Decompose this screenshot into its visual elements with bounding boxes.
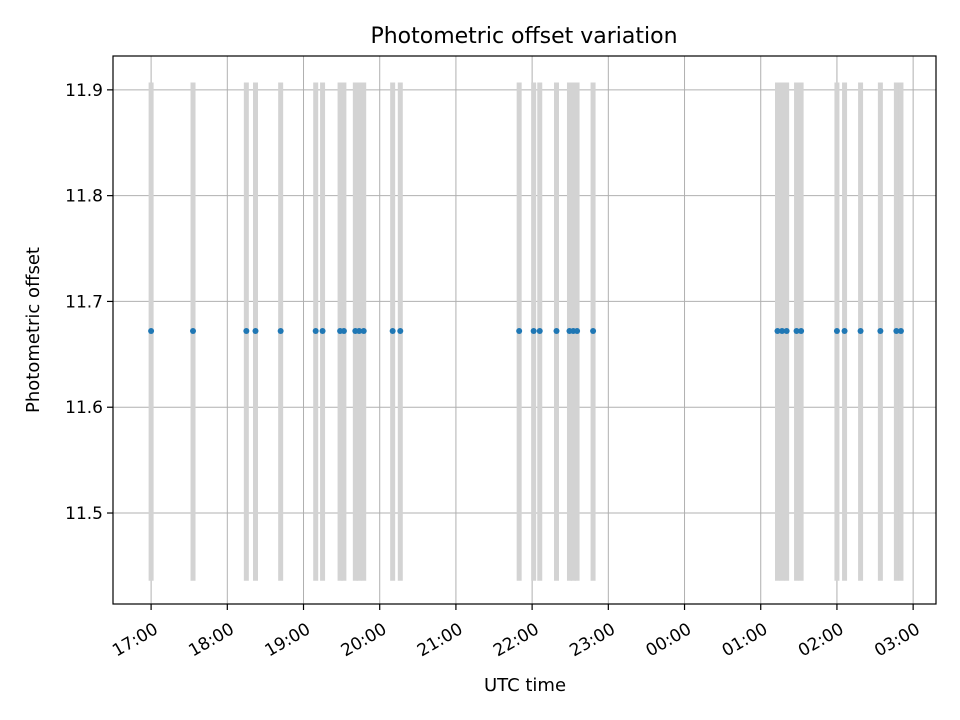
data-point: [389, 328, 396, 335]
data-point: [148, 328, 155, 335]
x-tick-label: 02:00: [795, 619, 847, 661]
x-tick-label: 03:00: [871, 619, 923, 661]
x-tick-label: 20:00: [338, 619, 390, 661]
data-point: [798, 328, 805, 335]
y-axis-ticks: 11.5 11.6 11.7 11.8 11.9: [65, 81, 113, 524]
data-point: [340, 328, 347, 335]
data-point: [877, 328, 884, 335]
x-tick-label: 21:00: [414, 619, 466, 661]
data-point: [857, 328, 864, 335]
data-point: [360, 328, 367, 335]
plot-frame: [112, 55, 937, 605]
data-point: [833, 328, 840, 335]
data-point: [897, 328, 904, 335]
data-point: [397, 328, 404, 335]
data-point: [841, 328, 848, 335]
data-point: [783, 328, 790, 335]
data-point: [516, 328, 523, 335]
x-tick-label: 22:00: [490, 619, 542, 661]
data-point: [779, 328, 786, 335]
x-tick-label: 00:00: [643, 619, 695, 661]
data-point: [319, 328, 326, 335]
data-point: [774, 328, 781, 335]
x-axis-ticks: 17:00 18:00 19:00 20:00 21:00 22:00 23:00 00:00…: [109, 604, 924, 661]
data-point: [793, 328, 800, 335]
data-point: [356, 328, 363, 335]
y-tick-label: 11.8: [65, 187, 103, 207]
x-tick-label: 18:00: [185, 619, 237, 661]
y-tick-label: 11.6: [65, 398, 103, 418]
y-tick-label: 11.7: [65, 292, 103, 312]
y-tick-label: 11.9: [65, 81, 103, 101]
y-tick-label: 11.5: [65, 504, 103, 524]
data-point: [252, 328, 259, 335]
data-point: [893, 328, 900, 335]
data-point: [590, 328, 597, 335]
x-tick-label: 01:00: [719, 619, 771, 661]
x-tick-label: 17:00: [109, 619, 161, 661]
grid: [113, 56, 936, 604]
data-point: [190, 328, 197, 335]
data-point: [277, 328, 284, 335]
data-point: [574, 328, 581, 335]
data-points: [148, 328, 904, 335]
chart-title: Photometric offset variation: [370, 24, 677, 49]
data-point: [243, 328, 250, 335]
x-tick-label: 23:00: [566, 619, 618, 661]
data-point: [312, 328, 319, 335]
data-point: [536, 328, 543, 335]
data-point: [553, 328, 560, 335]
x-tick-label: 19:00: [262, 619, 314, 661]
data-point: [530, 328, 537, 335]
y-axis-label: Photometric offset: [23, 247, 44, 413]
x-axis-label: UTC time: [484, 675, 566, 696]
